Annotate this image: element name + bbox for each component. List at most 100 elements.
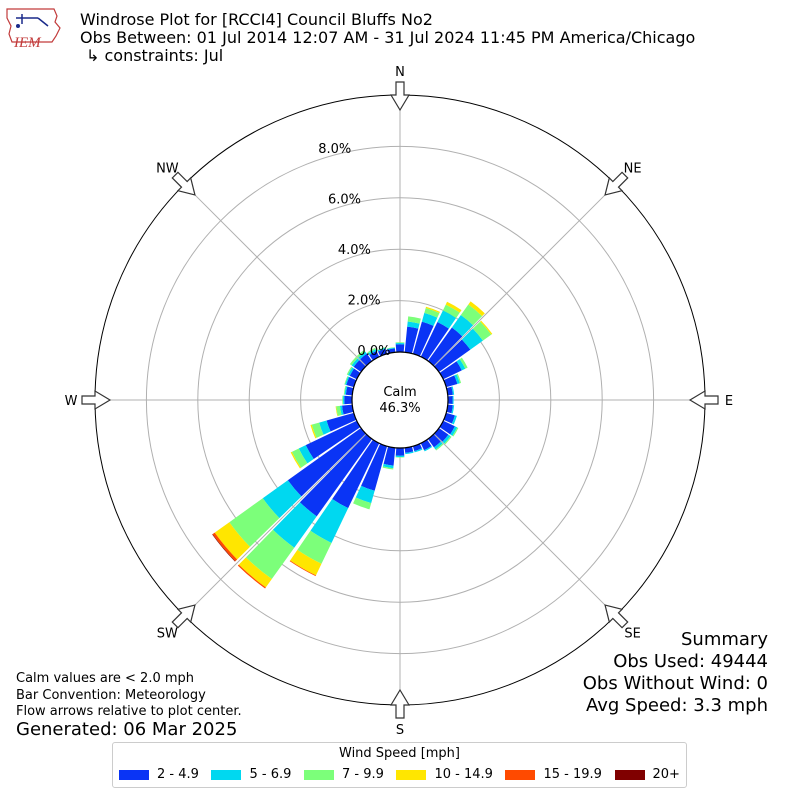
legend-label: 20+ [652,767,680,782]
calm-label: Calm [383,385,416,400]
flow-arrow-icon [389,688,411,719]
windrose-bar-segment [351,358,360,367]
windrose-bar-segment [427,434,441,448]
windrose-bar-segment [480,320,493,335]
arrow-shape [688,389,719,411]
legend-item: 20+ [614,767,680,782]
windrose-bar-segment [434,427,449,442]
iowa-state-logo-icon: IEM [6,8,61,51]
windrose-bar-segment [442,434,451,444]
windrose-bar-segment [427,327,463,366]
windrose-bar-segment [395,342,405,344]
legend-item: 7 - 9.9 [303,767,384,782]
windrose-bar-segment [437,310,457,329]
windrose-bar-segment [299,434,373,517]
windrose-bar-segment [420,321,449,361]
windrose-bar-segment [355,485,375,504]
windrose-bar-segment [353,497,372,510]
legend-label: 5 - 6.9 [249,767,292,782]
windrose-bar-segment [443,412,455,424]
windrose-bar-segment [451,314,474,337]
windrose-bar-segment [212,532,238,562]
windrose-bar-segment [343,395,345,405]
windrose-bar-segment [444,436,452,445]
direction-label: NE [624,161,642,176]
windrose-bar-segment [344,395,353,405]
windrose-bar-segment [349,356,358,366]
windrose-bar-segment [289,560,316,577]
calm-value: 46.3% [379,401,420,416]
windrose-bar-segment [297,530,332,564]
windrose-bar-segment [404,326,419,354]
radial-tick-label: 8.0% [318,142,351,157]
summary-avg-speed: Avg Speed: 3.3 mph [586,695,768,716]
windrose-bar-segment [395,456,405,458]
legend-title: Wind Speed [mph] [339,746,460,761]
windrose-bar-segment [214,522,251,560]
windrose-bar-segment [262,480,302,519]
windrose-bar-segment [305,420,361,460]
windrose-bar-segment [434,339,471,373]
arrow-shape [604,171,629,196]
angular-gridline [399,183,617,401]
windrose-bar-segment [405,451,414,455]
flow-arrow-icon [171,604,196,629]
windrose-bar-segment [343,385,347,395]
windrose-bar-segment [229,498,280,547]
windrose-bar-segment [472,321,492,341]
windrose-bar-segment [386,347,395,350]
windrose-bar-segment [345,386,354,396]
windrose-bar-segment [212,534,236,562]
windrose-bar-segment [342,395,344,405]
arrow-shape [389,688,411,719]
windrose-bar-segment [425,306,441,313]
windrose-bar-segment [452,395,454,405]
windrose-bar-segment [456,373,462,384]
radial-tick-label: 6.0% [328,193,361,208]
radial-tick-label: 2.0% [348,293,381,308]
generated-date: Generated: 06 Mar 2025 [16,719,238,740]
windrose-bar-segment [451,415,457,425]
legend-item: 5 - 6.9 [211,767,291,782]
flow-arrow-icon [604,604,629,629]
windrose-bar-segment [245,529,295,580]
legend-label: 10 - 14.9 [434,767,493,782]
windrose-bar-segment [346,366,353,376]
windrose-bar-segment [468,301,485,317]
windrose-bar-segment [452,427,459,437]
legend-swatch [505,769,536,780]
legend-item: 2 - 4.9 [119,767,199,782]
windrose-bar-segment [367,347,376,354]
windrose-bar-segment [290,549,322,576]
windrose-bar-segment [450,426,458,436]
windrose-bar-segment [238,557,272,588]
windrose-bar-segment [237,564,266,589]
windrose-bar-segment [319,420,331,435]
windrose-bar-segment [435,443,444,451]
windrose-bar-segment [358,351,367,360]
windrose-bar-segment [335,406,338,417]
angular-gridline [399,399,617,617]
flow-arrow-icon [171,171,196,196]
chart-constraints: ↳ constraints: Jul [86,46,224,65]
flow-arrow-icon [604,171,629,196]
windrose-bar-segment [347,367,355,376]
windrose-bar-segment [395,343,405,345]
windrose-bar-segment [356,349,366,358]
direction-label: N [395,65,405,80]
windrose-bar-segment [377,347,386,351]
windrose-bar-segment [290,451,302,469]
direction-label: S [396,723,404,738]
windrose-bar-segment [407,316,421,324]
legend-label: 7 - 9.9 [341,767,384,782]
windrose-bar-segment [310,498,349,543]
summary-obs-without-wind: Obs Without Wind: 0 [582,673,768,694]
windrose-bar-segment [451,405,455,414]
windrose-bar-segment [461,328,483,350]
windrose-bar-segment [433,441,443,450]
windrose-bar-segment [424,445,433,452]
windrose-bar-segment [326,412,357,432]
windrose-bar-segment [332,439,380,509]
windrose-bar-segment [460,304,483,326]
